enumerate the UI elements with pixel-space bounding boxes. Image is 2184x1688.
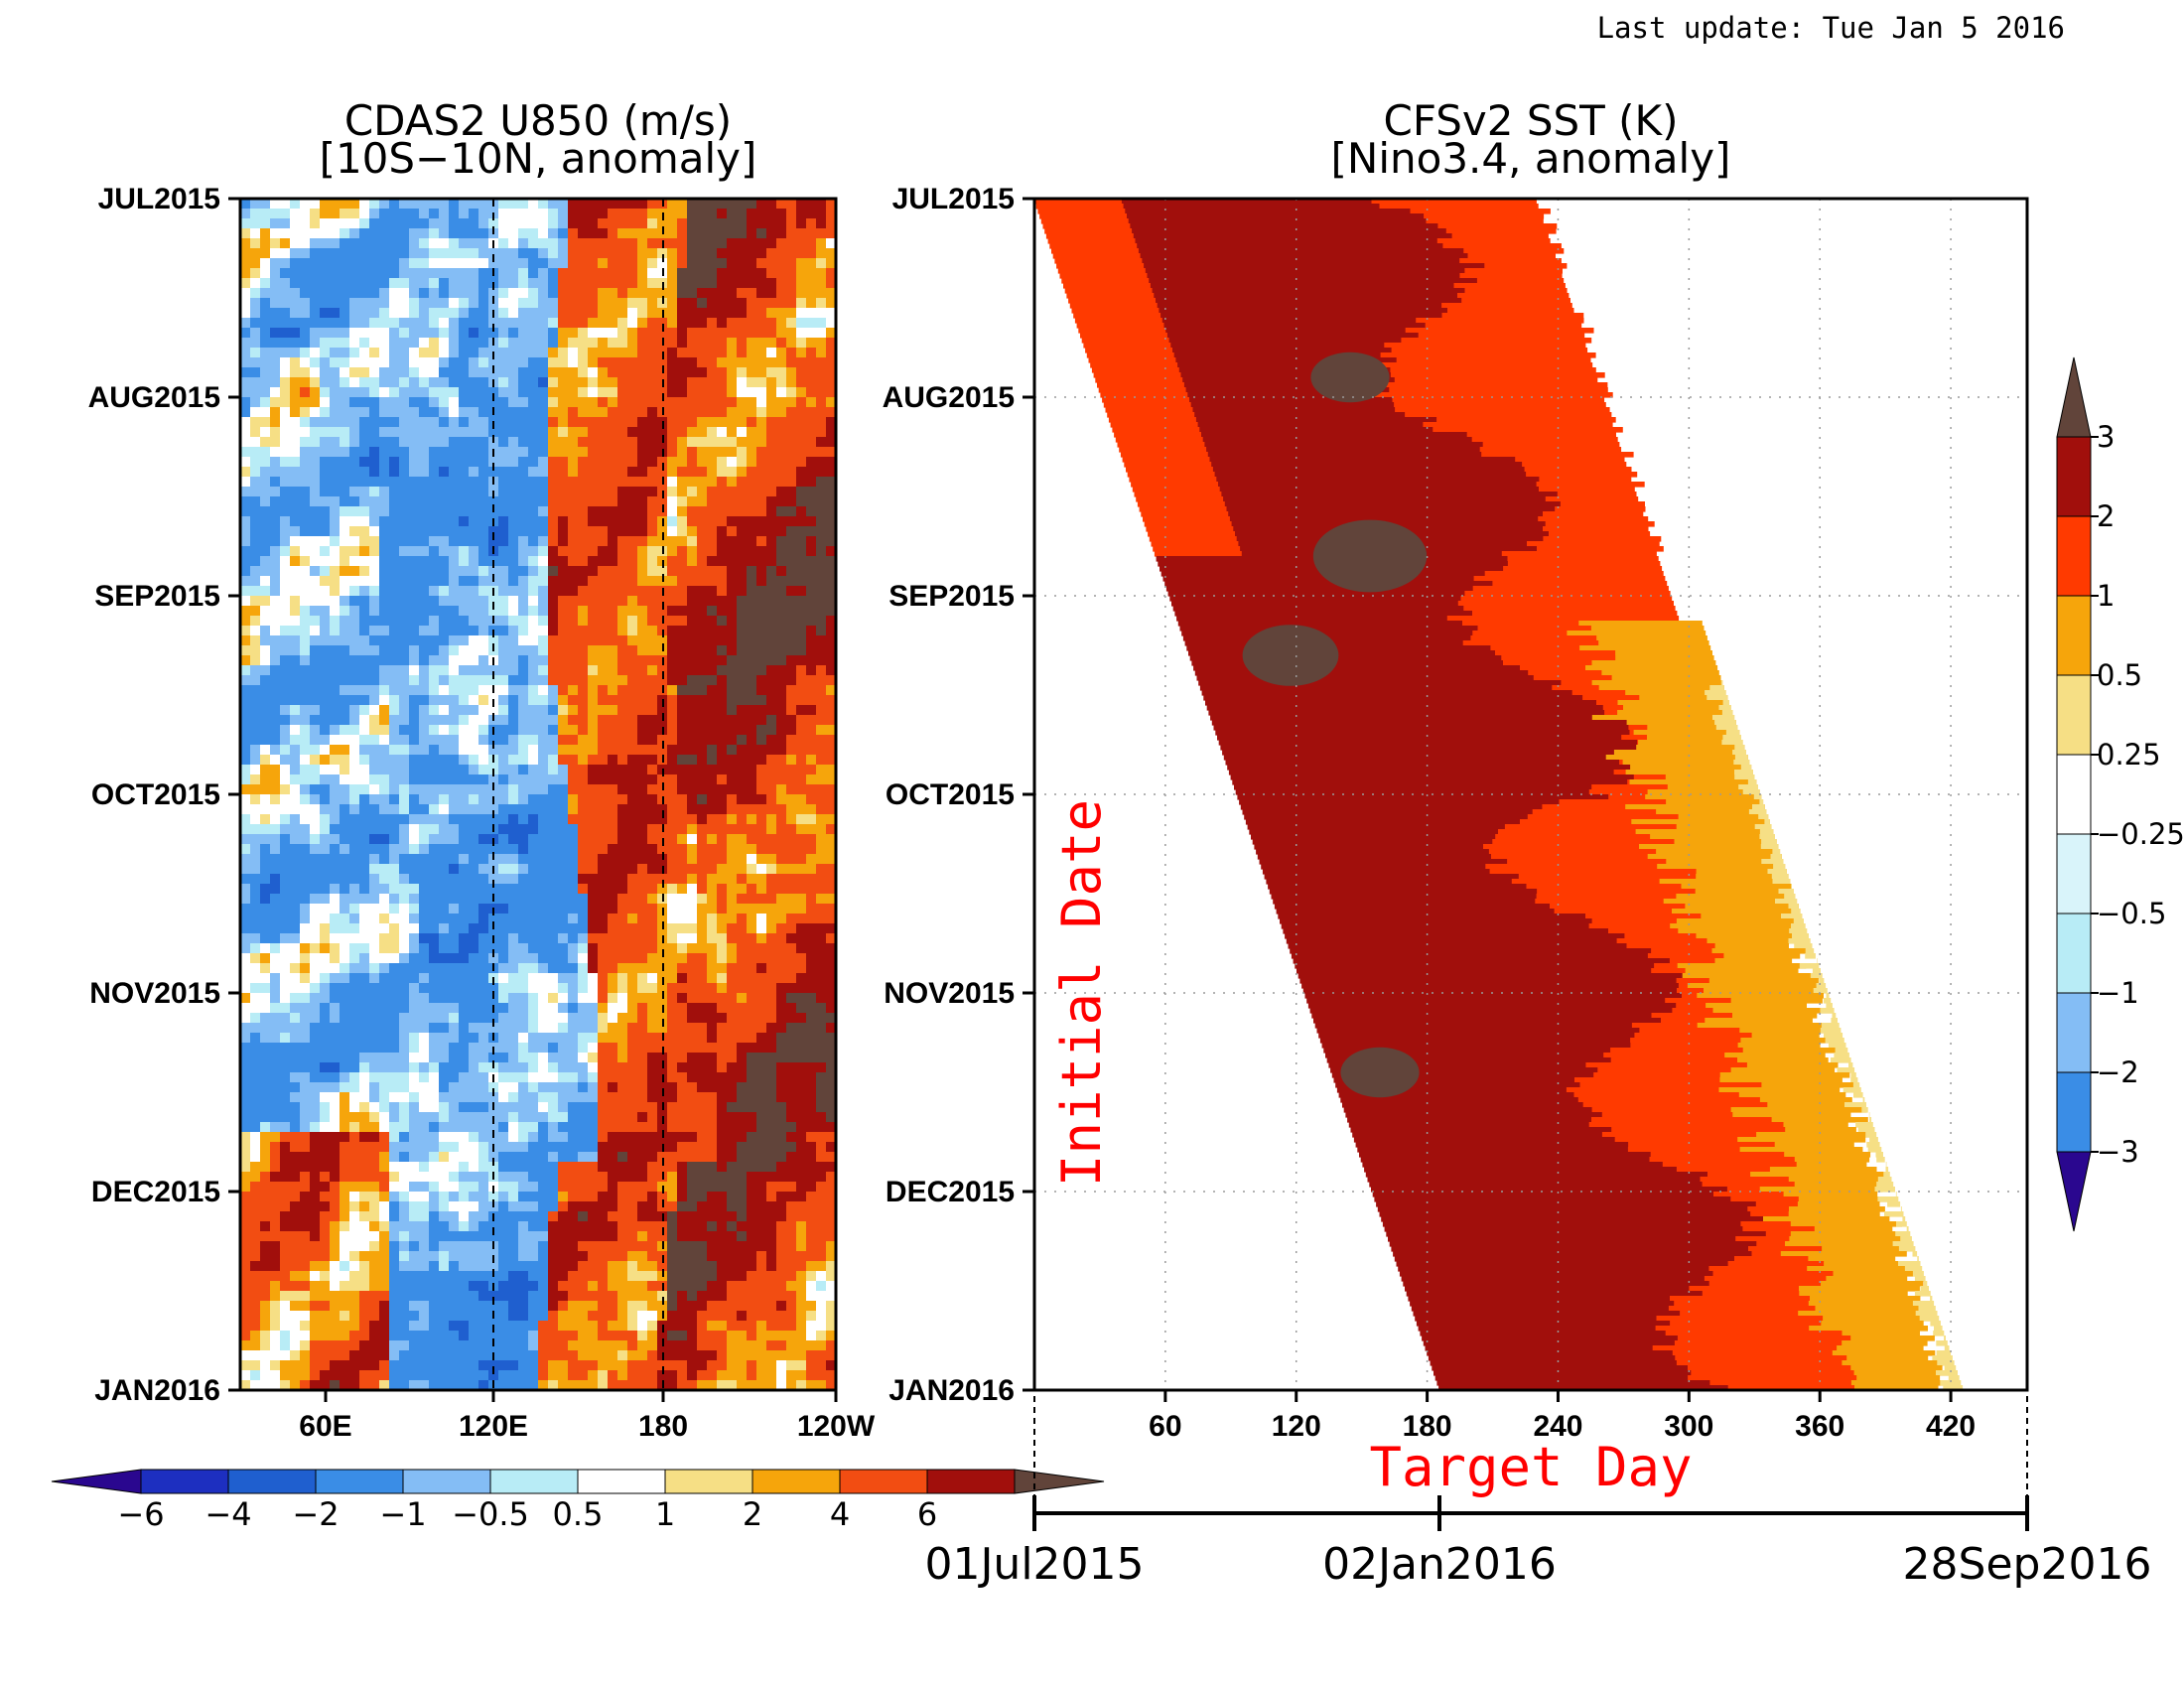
sst-colorbar-label: −0.5 bbox=[2097, 897, 2166, 930]
sst-colorbar-swatch bbox=[2056, 674, 2092, 756]
sst-y-tick-label: JUL2015 bbox=[892, 183, 1015, 215]
sst-y-tick-label: NOV2015 bbox=[884, 977, 1015, 1010]
sst-date-axis: 01Jul2015 02Jan2016 28Sep2016 bbox=[924, 1396, 2151, 1590]
u850-colorbar-label: −0.5 bbox=[452, 1495, 529, 1533]
u850-colorbar-label: 0.5 bbox=[553, 1495, 604, 1533]
u850-colorbar: −6 −4 −2 −1 −0.5 0.5 1 2 4 6 bbox=[51, 1469, 1105, 1533]
u850-y-tick-label: NOV2015 bbox=[89, 977, 220, 1010]
u850-y-tick-label: SEP2015 bbox=[94, 580, 220, 613]
sst-colorbar-label: 3 bbox=[2097, 420, 2115, 454]
sst-colorbar-label: −0.25 bbox=[2097, 817, 2184, 851]
u850-panel: CDAS2 U850 (m/s) [10S−10N, anomaly] JUL2… bbox=[51, 96, 1105, 1533]
sst-title: CFSv2 SST (K) bbox=[1384, 96, 1679, 145]
sst-ylabel: Initial Date bbox=[1050, 799, 1113, 1187]
sst-colorbar-over bbox=[2056, 356, 2092, 438]
last-update-text: Last update: Tue Jan 5 2016 bbox=[1597, 11, 2065, 45]
sst-y-tick-label: AUG2015 bbox=[883, 381, 1015, 414]
sst-y-axis: JUL2015 AUG2015 SEP2015 OCT2015 NOV2015 DEC20… bbox=[883, 183, 1034, 1407]
sst-colorbar-swatch bbox=[2056, 595, 2092, 676]
u850-colorbar-swatch bbox=[926, 1469, 1016, 1494]
sst-x-tick-label: 60 bbox=[1149, 1410, 1181, 1443]
sst-colorbar: 3 2 1 0.5 0.25 −0.25 −0.5 −1 −2 −3 bbox=[2056, 356, 2184, 1232]
sst-colorbar-label: 0.5 bbox=[2097, 658, 2142, 692]
u850-colorbar-swatch bbox=[140, 1469, 229, 1494]
u850-y-tick-label: OCT2015 bbox=[91, 778, 220, 811]
u850-colorbar-swatch bbox=[839, 1469, 928, 1494]
sst-subtitle: [Nino3.4, anomaly] bbox=[1331, 134, 1731, 183]
u850-colorbar-label: −1 bbox=[379, 1495, 426, 1533]
sst-x-tick-label: 360 bbox=[1795, 1410, 1844, 1443]
u850-subtitle: [10S−10N, anomaly] bbox=[320, 134, 757, 183]
sst-colorbar-label: 1 bbox=[2097, 579, 2115, 613]
u850-x-tick-label: 120E bbox=[459, 1410, 528, 1443]
sst-colorbar-swatch bbox=[2056, 515, 2092, 597]
sst-colorbar-label: 2 bbox=[2097, 499, 2115, 533]
u850-colorbar-swatch bbox=[402, 1469, 491, 1494]
sst-colorbar-swatch bbox=[2056, 436, 2092, 517]
u850-colorbar-swatch bbox=[577, 1469, 666, 1494]
sst-date-label: 01Jul2015 bbox=[924, 1539, 1144, 1590]
sst-patch-above-3 bbox=[1242, 625, 1339, 686]
u850-y-tick-label: DEC2015 bbox=[91, 1176, 220, 1208]
sst-x-tick-label: 420 bbox=[1926, 1410, 1976, 1443]
u850-title: CDAS2 U850 (m/s) bbox=[344, 96, 732, 145]
sst-patch-above-3 bbox=[1340, 1047, 1420, 1098]
sst-y-tick-label: DEC2015 bbox=[886, 1176, 1015, 1208]
u850-colorbar-swatch bbox=[751, 1469, 841, 1494]
sst-forecast-field bbox=[181, 108, 1964, 1390]
u850-x-tick-label: 120W bbox=[797, 1410, 876, 1443]
sst-colorbar-under bbox=[2056, 1151, 2092, 1232]
u850-y-tick-label: JAN2016 bbox=[94, 1374, 220, 1407]
sst-colorbar-swatch bbox=[2056, 992, 2092, 1073]
u850-x-tick-label: 60E bbox=[299, 1410, 351, 1443]
u850-x-axis: 60E 120E 180 120W bbox=[299, 1390, 876, 1443]
sst-patch-above-3 bbox=[1310, 352, 1390, 403]
u850-colorbar-swatch bbox=[315, 1469, 404, 1494]
sst-date-label: 28Sep2016 bbox=[1903, 1539, 2152, 1590]
sst-colorbar-swatch bbox=[2056, 754, 2092, 835]
u850-y-axis: JUL2015 AUG2015 SEP2015 OCT2015 NOV2015 DEC20… bbox=[88, 183, 240, 1407]
sst-x-axis: 60 120 180 240 300 360 420 bbox=[1149, 1390, 1976, 1443]
u850-colorbar-swatch bbox=[227, 1469, 317, 1494]
u850-colorbar-label: −2 bbox=[292, 1495, 339, 1533]
sst-xlabel: Target Day bbox=[1369, 1436, 1692, 1498]
u850-colorbar-swatch bbox=[664, 1469, 753, 1494]
sst-colorbar-label: −1 bbox=[2097, 976, 2139, 1010]
sst-panel: CFSv2 SST (K) [Nino3.4, anomaly] JUL2015… bbox=[181, 96, 2184, 1590]
sst-y-tick-label: SEP2015 bbox=[888, 580, 1015, 613]
u850-colorbar-under bbox=[51, 1469, 142, 1494]
u850-y-tick-label: JUL2015 bbox=[98, 183, 220, 215]
u850-colorbar-label: −4 bbox=[205, 1495, 251, 1533]
u850-colorbar-swatch bbox=[489, 1469, 579, 1494]
sst-colorbar-swatch bbox=[2056, 833, 2092, 914]
sst-colorbar-label: −2 bbox=[2097, 1055, 2139, 1089]
sst-date-label: 02Jan2016 bbox=[1322, 1539, 1557, 1590]
sst-patch-above-3 bbox=[181, 108, 277, 170]
u850-colorbar-label: −6 bbox=[117, 1495, 164, 1533]
u850-y-tick-label: AUG2015 bbox=[88, 381, 220, 414]
sst-x-tick-label: 300 bbox=[1664, 1410, 1713, 1443]
u850-colorbar-label: 4 bbox=[830, 1495, 850, 1533]
u850-x-tick-label: 180 bbox=[638, 1410, 688, 1443]
u850-colorbar-over bbox=[1014, 1469, 1105, 1494]
sst-grid bbox=[1034, 198, 2027, 1391]
sst-colorbar-swatch bbox=[2056, 913, 2092, 994]
u850-colorbar-label: 6 bbox=[917, 1495, 937, 1533]
sst-colorbar-swatch bbox=[2056, 1071, 2092, 1153]
u850-colorbar-label: 1 bbox=[655, 1495, 675, 1533]
sst-y-tick-label: OCT2015 bbox=[886, 778, 1015, 811]
sst-x-tick-label: 120 bbox=[1272, 1410, 1321, 1443]
sst-colorbar-label: 0.25 bbox=[2097, 738, 2161, 772]
sst-patch-above-3 bbox=[1312, 519, 1428, 593]
sst-x-tick-label: 240 bbox=[1533, 1410, 1582, 1443]
sst-x-tick-label: 180 bbox=[1403, 1410, 1452, 1443]
sst-y-tick-label: JAN2016 bbox=[888, 1374, 1015, 1407]
u850-anomaly-field bbox=[240, 199, 836, 1390]
u850-colorbar-label: 2 bbox=[743, 1495, 762, 1533]
sst-colorbar-label: −3 bbox=[2097, 1135, 2139, 1169]
